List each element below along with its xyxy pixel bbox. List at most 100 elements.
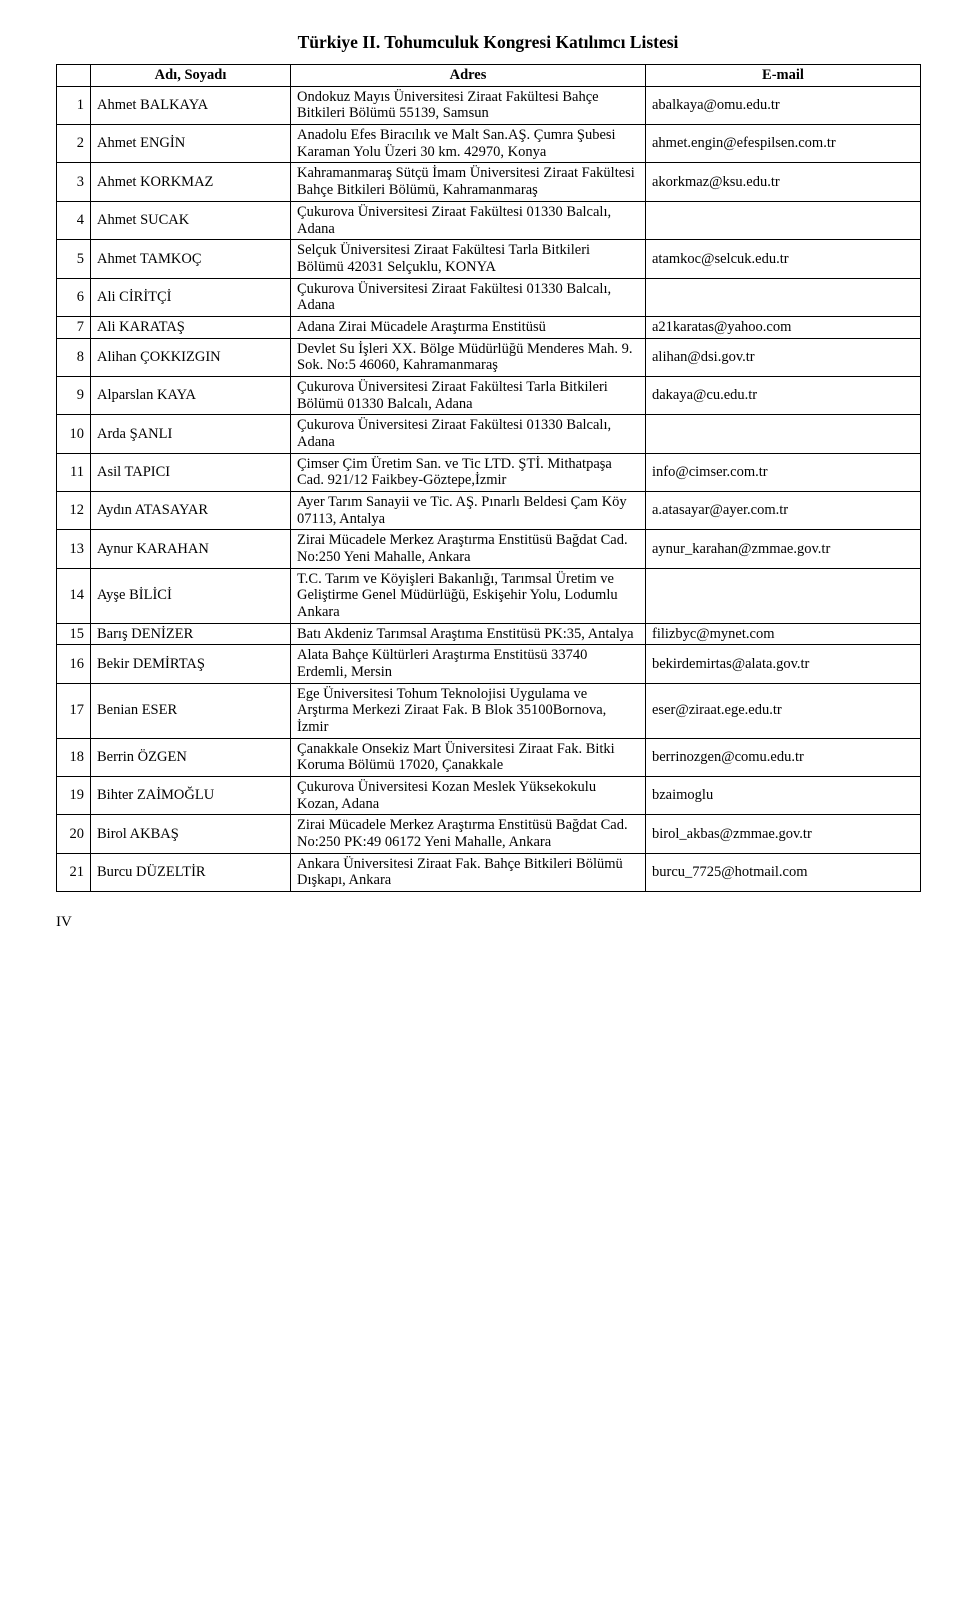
participant-name: Berrin ÖZGEN <box>91 738 291 776</box>
participant-email: info@cimser.com.tr <box>646 453 921 491</box>
participant-address: Çimser Çim Üretim San. ve Tic LTD. ŞTİ. … <box>291 453 646 491</box>
page-title: Türkiye II. Tohumculuk Kongresi Katılımc… <box>56 32 920 52</box>
row-number: 7 <box>57 316 91 338</box>
row-number: 20 <box>57 815 91 853</box>
table-row: 10Arda ŞANLIÇukurova Üniversitesi Ziraat… <box>57 415 921 453</box>
header-addr: Adres <box>291 65 646 87</box>
header-blank <box>57 65 91 87</box>
participant-address: Anadolu Efes Biracılık ve Malt San.AŞ. Ç… <box>291 125 646 163</box>
participant-address: Çukurova Üniversitesi Ziraat Fakültesi T… <box>291 376 646 414</box>
row-number: 10 <box>57 415 91 453</box>
participant-email: ahmet.engin@efespilsen.com.tr <box>646 125 921 163</box>
participant-name: Ali CİRİTÇİ <box>91 278 291 316</box>
participant-name: Ali KARATAŞ <box>91 316 291 338</box>
participant-email: burcu_7725@hotmail.com <box>646 853 921 891</box>
table-row: 5Ahmet TAMKOÇSelçuk Üniversitesi Ziraat … <box>57 240 921 278</box>
header-name: Adı, Soyadı <box>91 65 291 87</box>
participant-address: Devlet Su İşleri XX. Bölge Müdürlüğü Men… <box>291 338 646 376</box>
participant-name: Barış DENİZER <box>91 623 291 645</box>
participant-name: Birol AKBAŞ <box>91 815 291 853</box>
row-number: 19 <box>57 776 91 814</box>
participant-name: Ahmet TAMKOÇ <box>91 240 291 278</box>
participant-address: Batı Akdeniz Tarımsal Araştıma Enstitüsü… <box>291 623 646 645</box>
participant-name: Ahmet BALKAYA <box>91 86 291 124</box>
participant-email <box>646 568 921 623</box>
participant-address: Ege Üniversitesi Tohum Teknolojisi Uygul… <box>291 683 646 738</box>
table-row: 15Barış DENİZERBatı Akdeniz Tarımsal Ara… <box>57 623 921 645</box>
participant-address: Ankara Üniversitesi Ziraat Fak. Bahçe Bi… <box>291 853 646 891</box>
header-mail: E-mail <box>646 65 921 87</box>
participant-email <box>646 201 921 239</box>
table-row: 20Birol AKBAŞZirai Mücadele Merkez Araşt… <box>57 815 921 853</box>
participant-name: Alihan ÇOKKIZGIN <box>91 338 291 376</box>
table-row: 21Burcu DÜZELTİRAnkara Üniversitesi Zira… <box>57 853 921 891</box>
participant-address: Çukurova Üniversitesi Ziraat Fakültesi 0… <box>291 201 646 239</box>
participant-email: alihan@dsi.gov.tr <box>646 338 921 376</box>
participant-name: Alparslan KAYA <box>91 376 291 414</box>
participant-address: Ayer Tarım Sanayii ve Tic. AŞ. Pınarlı B… <box>291 491 646 529</box>
table-row: 6Ali CİRİTÇİÇukurova Üniversitesi Ziraat… <box>57 278 921 316</box>
row-number: 16 <box>57 645 91 683</box>
participant-address: Kahramanmaraş Sütçü İmam Üniversitesi Zi… <box>291 163 646 201</box>
participant-table: Adı, Soyadı Adres E-mail 1Ahmet BALKAYAO… <box>56 64 921 892</box>
participant-email: a21karatas@yahoo.com <box>646 316 921 338</box>
participant-email <box>646 278 921 316</box>
row-number: 6 <box>57 278 91 316</box>
table-row: 3Ahmet KORKMAZKahramanmaraş Sütçü İmam Ü… <box>57 163 921 201</box>
participant-name: Ayşe BİLİCİ <box>91 568 291 623</box>
row-number: 13 <box>57 530 91 568</box>
row-number: 11 <box>57 453 91 491</box>
participant-email: birol_akbas@zmmae.gov.tr <box>646 815 921 853</box>
participant-name: Bekir DEMİRTAŞ <box>91 645 291 683</box>
participant-email: bekirdemirtas@alata.gov.tr <box>646 645 921 683</box>
participant-name: Aynur KARAHAN <box>91 530 291 568</box>
participant-address: Çukurova Üniversitesi Ziraat Fakültesi 0… <box>291 415 646 453</box>
participant-address: Zirai Mücadele Merkez Araştırma Enstitüs… <box>291 815 646 853</box>
participant-email: abalkaya@omu.edu.tr <box>646 86 921 124</box>
participant-address: Alata Bahçe Kültürleri Araştırma Enstitü… <box>291 645 646 683</box>
participant-address: Selçuk Üniversitesi Ziraat Fakültesi Tar… <box>291 240 646 278</box>
participant-email: a.atasayar@ayer.com.tr <box>646 491 921 529</box>
participant-address: Çanakkale Onsekiz Mart Üniversitesi Zira… <box>291 738 646 776</box>
participant-address: T.C. Tarım ve Köyişleri Bakanlığı, Tarım… <box>291 568 646 623</box>
participant-name: Burcu DÜZELTİR <box>91 853 291 891</box>
row-number: 1 <box>57 86 91 124</box>
table-row: 12Aydın ATASAYARAyer Tarım Sanayii ve Ti… <box>57 491 921 529</box>
participant-name: Arda ŞANLI <box>91 415 291 453</box>
row-number: 5 <box>57 240 91 278</box>
table-row: 18Berrin ÖZGENÇanakkale Onsekiz Mart Üni… <box>57 738 921 776</box>
participant-name: Ahmet SUCAK <box>91 201 291 239</box>
participant-name: Ahmet KORKMAZ <box>91 163 291 201</box>
table-row: 13Aynur KARAHANZirai Mücadele Merkez Ara… <box>57 530 921 568</box>
participant-address: Zirai Mücadele Merkez Araştırma Enstitüs… <box>291 530 646 568</box>
row-number: 21 <box>57 853 91 891</box>
participant-name: Benian ESER <box>91 683 291 738</box>
row-number: 3 <box>57 163 91 201</box>
table-row: 19Bihter ZAİMOĞLUÇukurova Üniversitesi K… <box>57 776 921 814</box>
table-row: 4Ahmet SUCAKÇukurova Üniversitesi Ziraat… <box>57 201 921 239</box>
row-number: 2 <box>57 125 91 163</box>
row-number: 14 <box>57 568 91 623</box>
page-number: IV <box>56 914 920 931</box>
participant-address: Çukurova Üniversitesi Ziraat Fakültesi 0… <box>291 278 646 316</box>
participant-email: eser@ziraat.ege.edu.tr <box>646 683 921 738</box>
row-number: 8 <box>57 338 91 376</box>
table-row: 9Alparslan KAYAÇukurova Üniversitesi Zir… <box>57 376 921 414</box>
participant-name: Bihter ZAİMOĞLU <box>91 776 291 814</box>
table-row: 1Ahmet BALKAYAOndokuz Mayıs Üniversitesi… <box>57 86 921 124</box>
participant-email: dakaya@cu.edu.tr <box>646 376 921 414</box>
row-number: 18 <box>57 738 91 776</box>
row-number: 4 <box>57 201 91 239</box>
table-row: 16Bekir DEMİRTAŞAlata Bahçe Kültürleri A… <box>57 645 921 683</box>
row-number: 12 <box>57 491 91 529</box>
row-number: 15 <box>57 623 91 645</box>
participant-name: Asil TAPICI <box>91 453 291 491</box>
table-row: 8Alihan ÇOKKIZGINDevlet Su İşleri XX. Bö… <box>57 338 921 376</box>
participant-email <box>646 415 921 453</box>
participant-name: Ahmet ENGİN <box>91 125 291 163</box>
table-row: 11Asil TAPICIÇimser Çim Üretim San. ve T… <box>57 453 921 491</box>
participant-name: Aydın ATASAYAR <box>91 491 291 529</box>
table-row: 14Ayşe BİLİCİT.C. Tarım ve Köyişleri Bak… <box>57 568 921 623</box>
participant-address: Ondokuz Mayıs Üniversitesi Ziraat Fakült… <box>291 86 646 124</box>
participant-email: akorkmaz@ksu.edu.tr <box>646 163 921 201</box>
